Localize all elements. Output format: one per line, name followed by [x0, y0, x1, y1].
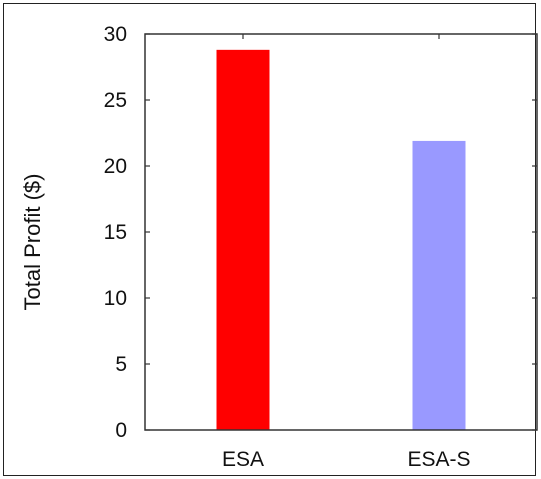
bar-esa-s: [412, 140, 466, 431]
x-tick-label: ESA: [222, 448, 264, 471]
y-tick-label: 15: [104, 221, 127, 244]
bar-series: [216, 49, 466, 431]
x-axis-ticks: ESA ESA-S: [222, 34, 471, 471]
y-tick-label: 30: [104, 23, 127, 46]
y-tick-label: 5: [115, 353, 127, 376]
x-tick-label: ESA-S: [407, 448, 470, 471]
y-axis-label: Total Profit ($): [20, 174, 45, 311]
y-tick-label: 25: [104, 89, 127, 112]
plot-area-border: [144, 33, 538, 431]
chart-frame: [3, 3, 536, 476]
y-tick-label: 20: [104, 155, 127, 178]
y-tick-label: 0: [115, 419, 127, 442]
y-tick-label: 10: [104, 287, 127, 310]
y-axis-ticks: 0 5 10 15 20 25 30: [104, 23, 537, 442]
bar-esa: [216, 49, 270, 431]
